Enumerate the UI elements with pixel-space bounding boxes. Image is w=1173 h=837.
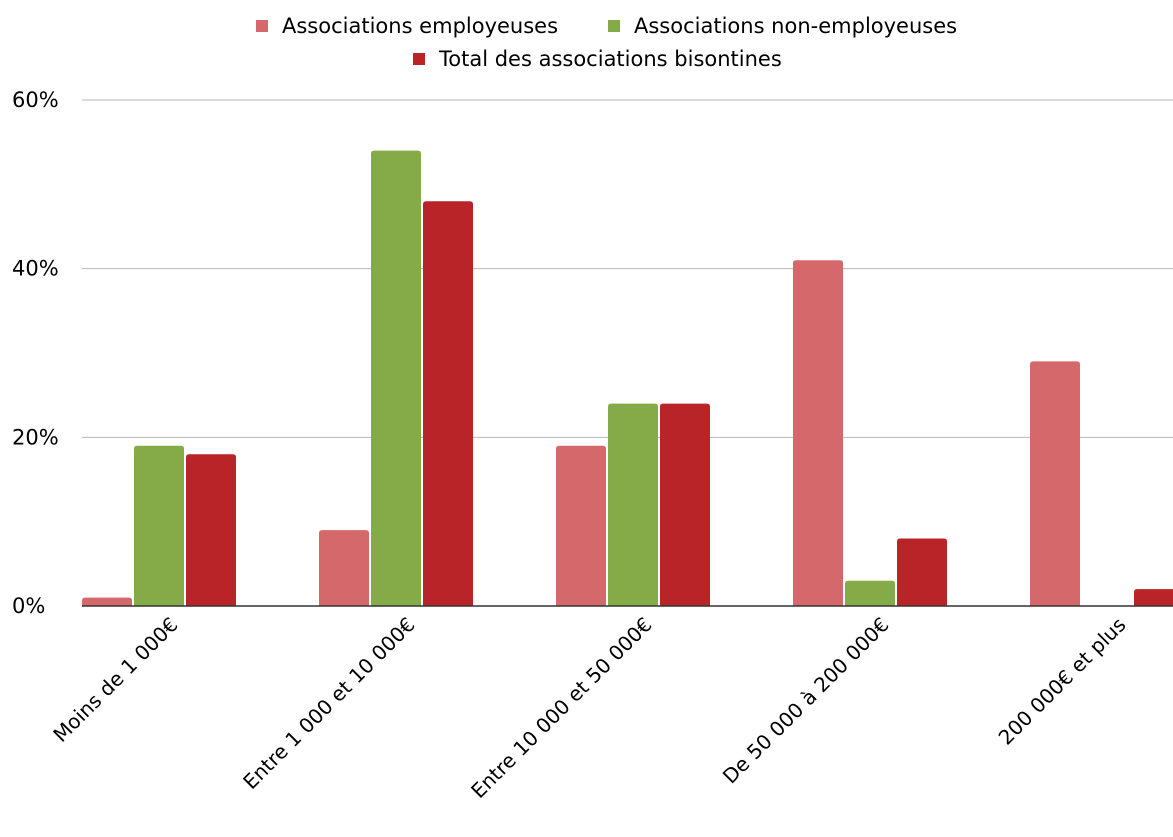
x-axis-labels: Moins de 1 000€ Entre 1 000 et 10 000€ Ent… xyxy=(48,613,1130,803)
x-tick-label: Entre 1 000 et 10 000€ xyxy=(238,613,419,794)
y-tick-label: 20% xyxy=(12,425,59,449)
y-tick-label: 0% xyxy=(12,594,45,618)
legend-swatch xyxy=(413,53,425,65)
gridlines xyxy=(82,99,1173,438)
y-axis-ticks: 0% 20% 40% 60% xyxy=(12,88,59,618)
legend-item: Total des associations bisontines xyxy=(413,47,782,71)
bar-non-employeuses-3 xyxy=(845,580,895,606)
bar-employeuses-2 xyxy=(556,445,606,606)
y-tick-label: 60% xyxy=(12,88,59,112)
bar-employeuses-0 xyxy=(82,597,132,606)
x-tick-label: Entre 10 000 et 50 000€ xyxy=(466,613,656,803)
bar-non-employeuses-2 xyxy=(608,403,658,606)
bar-non-employeuses-1 xyxy=(371,150,421,606)
legend-label: Associations employeuses xyxy=(282,14,558,38)
legend-item: Associations non-employeuses xyxy=(608,14,957,38)
bar-total-2 xyxy=(660,403,710,606)
legend-item: Associations employeuses xyxy=(256,14,558,38)
y-tick-label: 40% xyxy=(12,257,59,281)
x-tick-label: 200 000€ et plus xyxy=(994,613,1131,750)
bar-employeuses-4 xyxy=(1030,361,1080,606)
bar-employeuses-1 xyxy=(319,530,369,606)
bar-total-0 xyxy=(186,454,236,606)
bar-non-employeuses-0 xyxy=(134,445,184,606)
legend-label: Associations non-employeuses xyxy=(634,14,957,38)
legend-label: Total des associations bisontines xyxy=(438,47,782,71)
x-tick-label: Moins de 1 000€ xyxy=(48,613,182,747)
legend: Associations employeuses Associations non… xyxy=(256,14,957,71)
bar-total-3 xyxy=(897,538,947,606)
bar-total-1 xyxy=(423,201,473,606)
legend-swatch xyxy=(608,20,620,32)
bar-employeuses-3 xyxy=(793,260,843,606)
legend-swatch xyxy=(256,20,268,32)
bars xyxy=(82,150,1173,606)
x-tick-label: De 50 000 à 200 000€ xyxy=(718,613,894,789)
bar-total-4 xyxy=(1134,589,1173,606)
